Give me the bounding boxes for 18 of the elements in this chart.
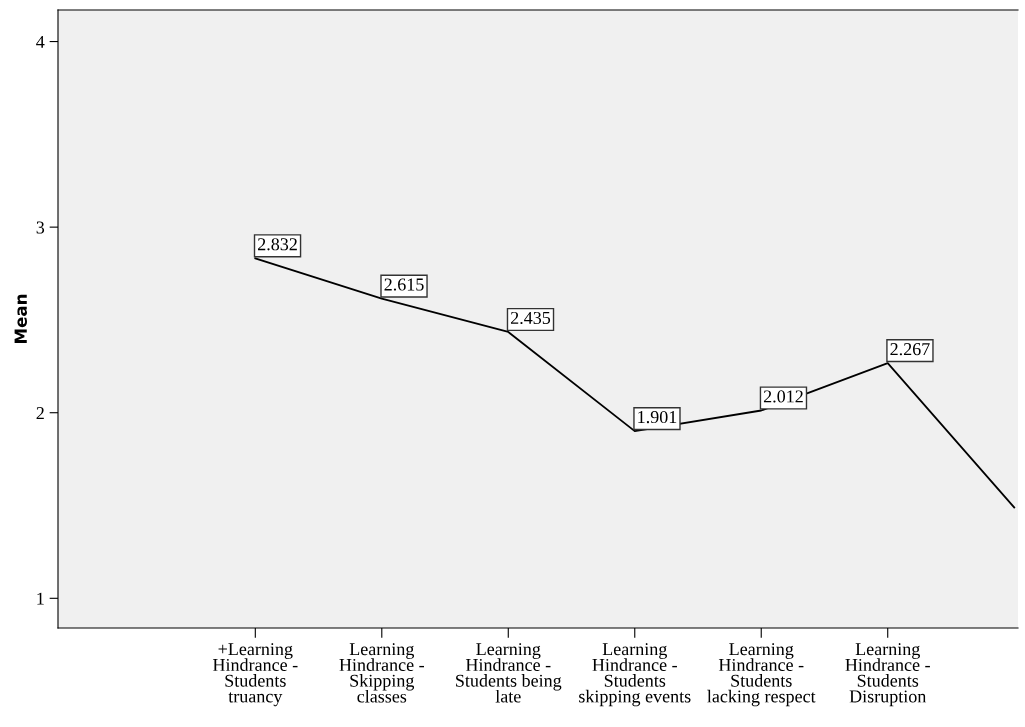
x-tick-label: Learning Hindrance - Students skipping events [579, 643, 691, 707]
x-tick-label: +Learning Hindrance - Students truancy [212, 643, 298, 707]
y-tick-label: 4 [36, 35, 45, 48]
data-label: 2.615 [384, 278, 424, 291]
data-label: 2.012 [763, 390, 803, 403]
x-tick-label: Learning Hindrance - Students being late [456, 643, 562, 703]
data-label: 2.267 [890, 343, 930, 356]
y-axis-title: Mean [14, 294, 27, 343]
x-tick-label: Learning Hindrance - Skipping classes [339, 643, 424, 703]
y-tick-label: 2 [36, 407, 44, 419]
data-label: 2.435 [510, 311, 551, 325]
x-tick-label: Learning Hindrance - Students Disruption [845, 643, 930, 707]
y-tick-label: 3 [36, 221, 45, 234]
data-label: 2.832 [258, 238, 297, 251]
x-tick-label: Learning Hindrance - Students lacking respect [707, 643, 816, 707]
y-tick-label: 1 [37, 592, 44, 605]
line-series [254, 257, 1016, 509]
data-label: 1.901 [638, 410, 677, 424]
